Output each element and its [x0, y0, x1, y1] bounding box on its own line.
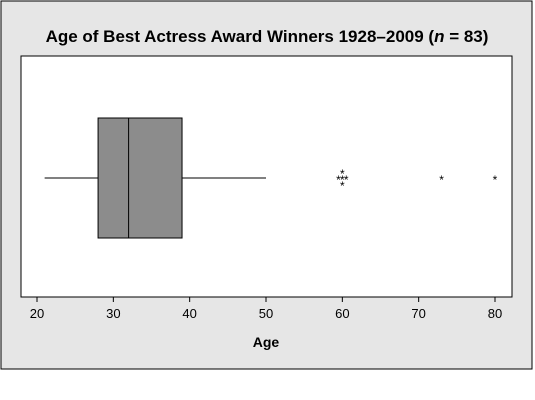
outlier-point: *	[340, 173, 345, 187]
x-tick-label: 80	[488, 306, 502, 321]
boxplot-marks: * *** * * *	[44, 117, 498, 239]
iqr-box	[97, 117, 183, 239]
x-tick-label: 40	[182, 306, 196, 321]
outlier-point: *	[336, 173, 341, 187]
chart-title-n: n	[434, 27, 444, 46]
x-tick-label: 60	[335, 306, 349, 321]
outlier-point: *	[493, 173, 498, 187]
x-tick-label: 70	[411, 306, 425, 321]
x-tick-label: 50	[259, 306, 273, 321]
x-axis: 20 30 40 50 60 70 80	[30, 297, 502, 321]
x-axis-label: Age	[253, 334, 280, 350]
x-tick-label: 20	[30, 306, 44, 321]
chart-title: Age of Best Actress Award Winners 1928–2…	[46, 27, 489, 46]
outlier-point: *	[344, 173, 349, 187]
chart-title-tail: = 83)	[444, 27, 488, 46]
chart-title-main: Age of Best Actress Award Winners 1928–2…	[46, 27, 435, 46]
outlier-point: *	[340, 179, 345, 193]
outlier-point: *	[340, 167, 345, 181]
outlier-point: *	[439, 173, 444, 187]
x-tick-label: 30	[106, 306, 120, 321]
